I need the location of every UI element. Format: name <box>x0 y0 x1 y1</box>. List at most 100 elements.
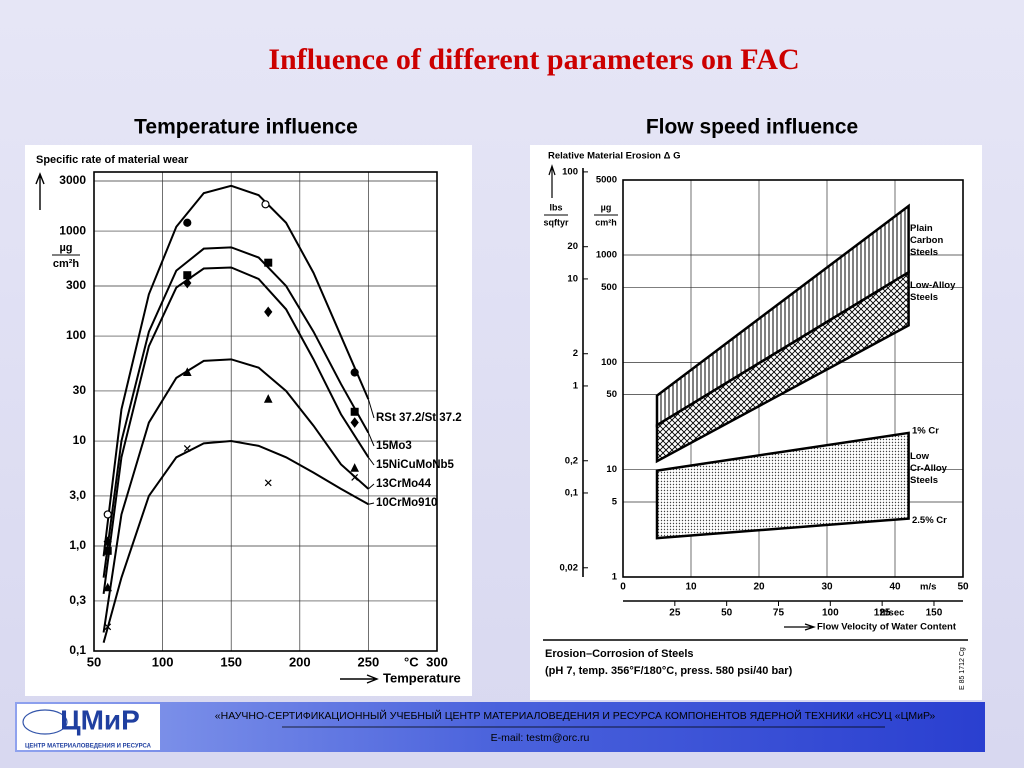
marker <box>183 218 192 227</box>
y-tick-label: 100 <box>66 328 86 342</box>
heading: Flow speed influence <box>646 116 858 139</box>
curve <box>102 246 370 578</box>
chart-title: Specific rate of material wear <box>36 154 189 166</box>
curve <box>102 266 370 595</box>
series-label: Low-Alloy Steels <box>910 280 958 303</box>
y-tick-label: 1000 <box>59 223 86 237</box>
marker <box>103 582 113 592</box>
logo-caption: ЦЕНТР МАТЕРИАЛОВЕДЕНИЯ И РЕСУРСА <box>25 744 152 750</box>
series-label: 15Mo3 <box>376 440 412 452</box>
y-tick-label: 30 <box>73 383 87 397</box>
axis-arrow <box>35 172 45 210</box>
x-tick-label: 100 <box>152 654 174 669</box>
heading: Temperature influence <box>134 116 358 139</box>
x-tick-label: 40 <box>889 582 901 593</box>
x-tick-label: 50 <box>87 654 101 669</box>
y-tick-label: 300 <box>66 278 86 292</box>
marker <box>104 623 112 631</box>
x-label: Flow Velocity of Water Content <box>817 622 957 633</box>
x-tick-label: 50 <box>957 582 969 593</box>
series-label: 1% Cr <box>912 425 939 436</box>
series-label: RSt 37.2/St 37.2 <box>376 412 462 424</box>
x-tick-label: 10 <box>685 582 697 593</box>
axis-arrow <box>548 164 556 198</box>
series-label: Low Cr-Alloy Steels <box>910 451 950 486</box>
y-tick-label: 0,1 <box>69 643 86 657</box>
marker <box>350 417 359 428</box>
x-tick-label: 200 <box>289 654 311 669</box>
x-tick-label: 0 <box>620 582 626 593</box>
series-label: Plain Carbon Steels <box>910 223 946 258</box>
x-tick-label: 30 <box>821 582 833 593</box>
y2-tick-label: 1 <box>573 380 579 391</box>
marker <box>182 367 192 376</box>
y-unit: µg <box>601 202 612 212</box>
logo-icon <box>22 709 68 735</box>
y2-unit: lbs <box>549 202 562 212</box>
curve <box>102 358 370 633</box>
band <box>655 431 910 540</box>
y-tick-label: 5000 <box>596 175 617 186</box>
leader <box>368 483 375 490</box>
figure-code: E 85 1712 Cg <box>959 647 966 690</box>
y-tick-label: 5 <box>612 496 618 507</box>
logo: ЦМиР <box>60 704 140 735</box>
y-tick-label: 1000 <box>596 250 617 261</box>
logo-box <box>17 704 160 750</box>
y-unit: cm²h <box>595 217 617 227</box>
marker <box>350 368 359 377</box>
y-tick-label: 0,3 <box>69 593 86 607</box>
marker <box>350 407 359 416</box>
email: E-mail: testm@orc.ru <box>491 732 590 744</box>
chart-title: Relative Material Erosion Δ G <box>548 151 680 162</box>
y2-tick-label: 10 <box>567 273 578 284</box>
y2-tick-label: 0,1 <box>565 487 579 498</box>
axis-arrow <box>784 623 816 631</box>
x2-tick-label: 75 <box>773 608 785 619</box>
x-tick-label: 250 <box>358 654 380 669</box>
y-tick-label: 100 <box>601 357 617 368</box>
leader <box>367 457 375 466</box>
series-label: 13CrMo44 <box>376 478 432 490</box>
series-label: 2.5% Cr <box>912 515 947 526</box>
x2-tick-label: 150 <box>926 608 943 619</box>
marker <box>103 536 112 547</box>
marker <box>183 445 191 452</box>
plot-frame <box>622 179 964 578</box>
y-tick-label: 3000 <box>59 173 86 187</box>
series-label: 15NiCuMoNb5 <box>376 459 455 471</box>
y-tick-label: 10 <box>606 464 617 475</box>
x2-unit: ft/sec <box>880 608 905 619</box>
organization: «НАУЧНО-СЕРТИФИКАЦИОННЫЙ УЧЕБНЫЙ ЦЕНТР М… <box>215 709 936 722</box>
y-tick-label: 3,0 <box>69 488 86 502</box>
band <box>655 270 910 464</box>
y2-tick-label: 100 <box>562 166 578 177</box>
caption: Erosion–Corrosion of Steels <box>545 648 694 660</box>
marker <box>264 258 273 267</box>
x2-tick-label: 125 <box>874 608 891 619</box>
x-label: Temperature <box>383 670 461 685</box>
leader <box>367 399 375 419</box>
x2-tick-label: 100 <box>822 608 839 619</box>
x2-tick-label: 50 <box>721 608 733 619</box>
marker <box>261 200 270 209</box>
marker <box>351 474 359 481</box>
y2-unit: sqftyr <box>543 217 569 227</box>
marker <box>103 546 112 555</box>
x-tick-label: 20 <box>753 582 765 593</box>
marker <box>183 277 192 289</box>
leader <box>367 432 375 447</box>
marker <box>264 479 272 487</box>
x-unit: m/s <box>920 582 936 593</box>
y-tick-label: 10 <box>73 433 87 447</box>
axis-arrow <box>340 674 379 684</box>
curve <box>102 184 370 557</box>
marker <box>103 510 112 519</box>
curve <box>102 440 369 643</box>
y2-tick-label: 2 <box>573 348 578 359</box>
leader <box>368 502 375 505</box>
caption: (pH 7, temp. 356°F/180°C, press. 580 psi… <box>545 665 793 677</box>
y2-tick-label: 0,2 <box>565 455 578 466</box>
y-tick-label: 500 <box>601 282 617 293</box>
